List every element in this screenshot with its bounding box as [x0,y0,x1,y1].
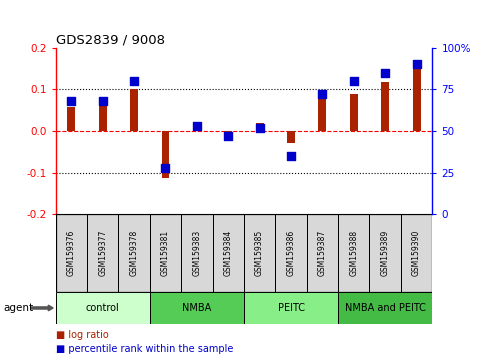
Bar [56,292,150,324]
Bar [338,214,369,292]
Bar [130,88,138,131]
Text: GSM159388: GSM159388 [349,230,358,276]
Text: ■ log ratio: ■ log ratio [56,330,108,339]
Point [161,165,170,170]
Bar [118,214,150,292]
Bar [213,214,244,292]
Bar [401,214,432,292]
Text: GSM159377: GSM159377 [98,230,107,276]
Point [68,98,75,104]
Text: PEITC: PEITC [278,303,304,313]
Text: agent: agent [4,303,34,313]
Bar [412,67,421,131]
Bar [244,292,338,324]
Point [382,70,389,76]
Text: GSM159387: GSM159387 [318,230,327,276]
Text: ■ percentile rank within the sample: ■ percentile rank within the sample [56,344,233,354]
Point [99,98,107,104]
Point [193,123,201,129]
Text: GSM159383: GSM159383 [192,230,201,276]
Point [350,78,357,84]
Point [412,62,420,67]
Point [130,78,138,84]
Bar [67,107,75,131]
Bar [56,214,87,292]
Text: NMBA: NMBA [182,303,212,313]
Text: GDS2839 / 9008: GDS2839 / 9008 [56,33,165,46]
Bar [150,214,181,292]
Point [224,133,232,139]
Bar [275,214,307,292]
Bar [99,104,107,131]
Text: GSM159381: GSM159381 [161,230,170,276]
Bar [244,214,275,292]
Text: NMBA and PEITC: NMBA and PEITC [345,303,426,313]
Text: GSM159378: GSM159378 [129,230,139,276]
Text: GSM159390: GSM159390 [412,230,421,276]
Bar [87,214,118,292]
Bar [150,292,244,324]
FancyArrow shape [31,305,53,311]
Bar [318,98,327,131]
Bar [181,214,213,292]
Bar [338,292,432,324]
Bar [256,124,264,131]
Text: control: control [86,303,119,313]
Bar [287,131,295,143]
Point [287,153,295,159]
Bar [381,82,389,131]
Text: GSM159384: GSM159384 [224,230,233,276]
Point [319,92,327,97]
Text: GSM159376: GSM159376 [67,230,76,276]
Bar [224,131,232,134]
Text: GSM159389: GSM159389 [381,230,390,276]
Bar [369,214,401,292]
Bar [161,131,170,178]
Bar [307,214,338,292]
Bar [350,93,358,131]
Bar [193,125,201,131]
Text: GSM159385: GSM159385 [255,230,264,276]
Text: GSM159386: GSM159386 [286,230,296,276]
Point [256,125,264,131]
